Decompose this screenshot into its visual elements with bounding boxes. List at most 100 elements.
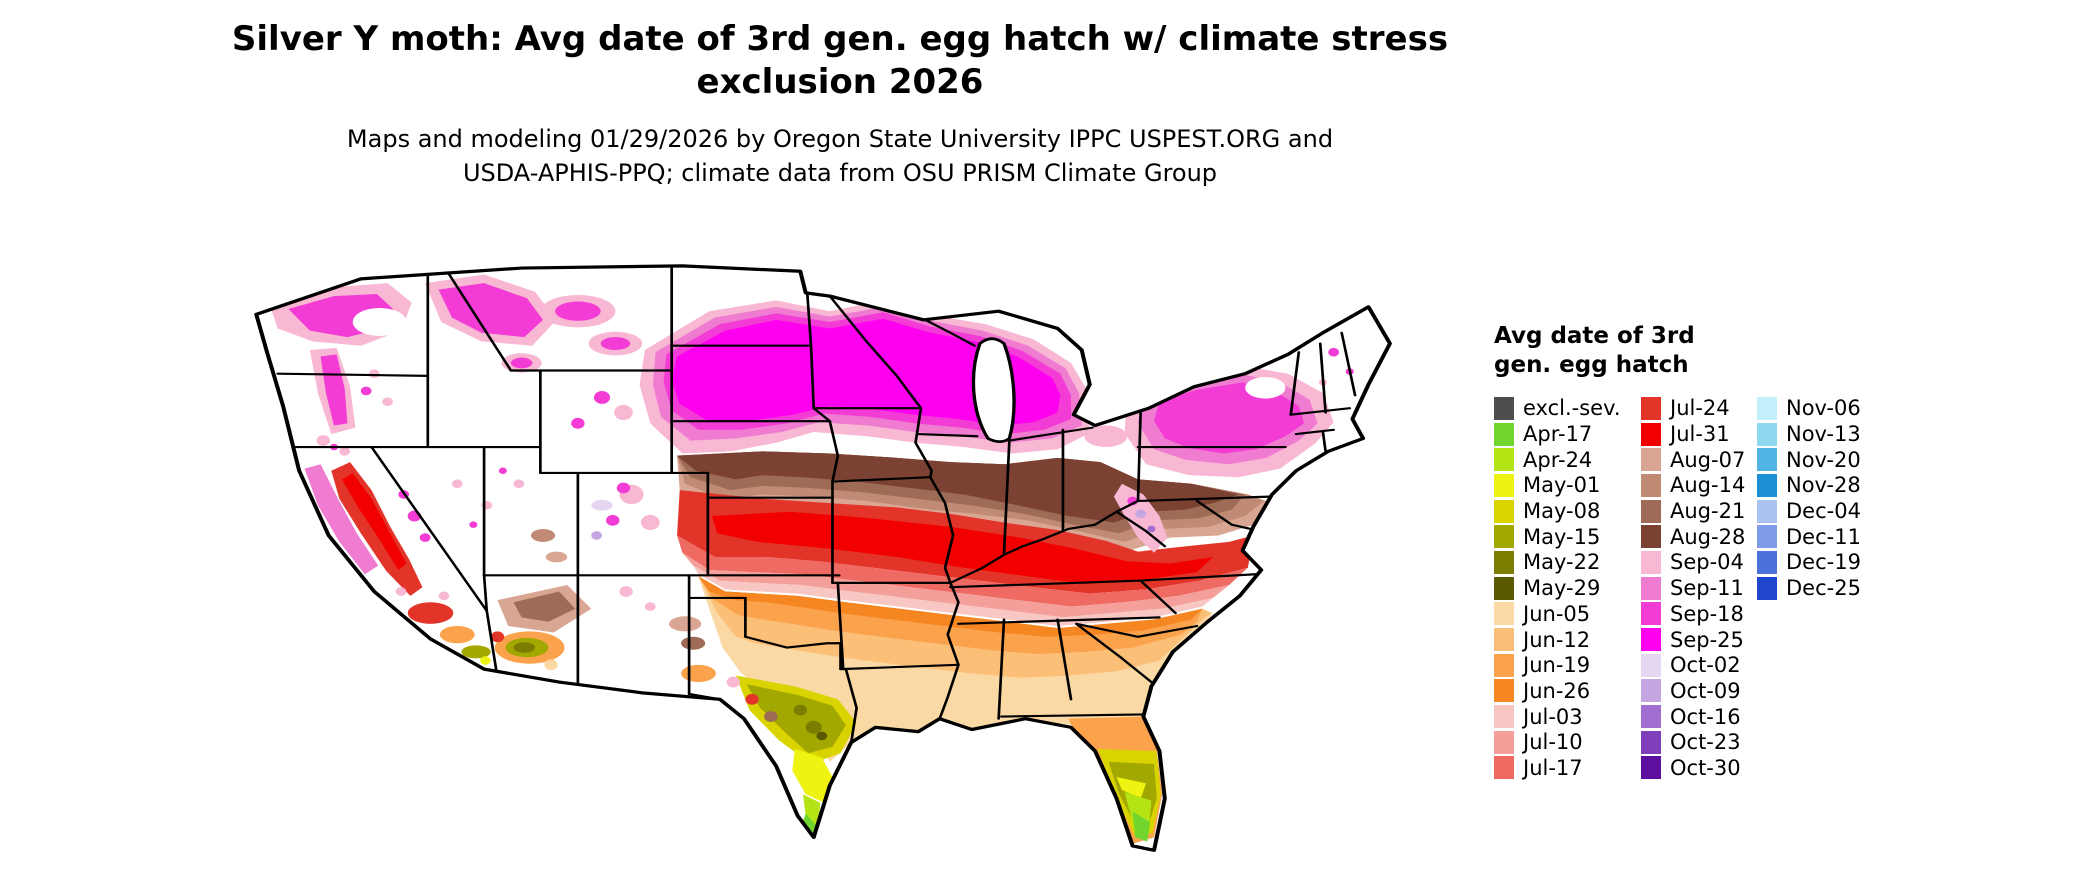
legend-swatch: [1641, 550, 1661, 574]
appalachian-stripe: [1113, 483, 1168, 553]
legend-swatch: [1494, 705, 1514, 729]
legend-item: Oct-09: [1641, 678, 1757, 704]
legend-title: Avg date of 3rd gen. egg hatch: [1494, 322, 1897, 380]
legend-label: May-22: [1523, 550, 1601, 575]
legend-swatch: [1641, 448, 1661, 472]
legend-item: Sep-18: [1641, 601, 1757, 627]
us-outline: [254, 264, 1392, 852]
legend-swatch: [1641, 473, 1661, 497]
legend-swatch: [1641, 653, 1661, 677]
florida: [1068, 716, 1163, 844]
legend-item: Jun-19: [1494, 652, 1641, 678]
legend-item: Aug-28: [1641, 524, 1757, 550]
legend-label: Dec-25: [1786, 576, 1861, 601]
legend-item: May-01: [1494, 473, 1641, 499]
legend-swatch: [1757, 448, 1777, 472]
legend-label: Nov-13: [1786, 422, 1861, 447]
legend-item: Jun-26: [1494, 678, 1641, 704]
legend-swatch: [1757, 499, 1777, 523]
legend-label: Aug-07: [1670, 447, 1746, 472]
legend-item: Nov-20: [1757, 447, 1897, 473]
map-subtitle-line1: Maps and modeling 01/29/2026 by Oregon S…: [346, 125, 1334, 153]
legend-swatch: [1494, 653, 1514, 677]
legend-item: Jul-10: [1494, 729, 1641, 755]
legend-swatch: [1641, 730, 1661, 754]
legend-item: Nov-13: [1757, 421, 1897, 447]
legend-swatch: [1757, 473, 1777, 497]
legend-column-1: excl.-sev. Apr-17 Apr-24 May-01 May-08 May-15…: [1494, 396, 1641, 781]
legend-item: Jun-05: [1494, 601, 1641, 627]
legend-label: Dec-04: [1786, 499, 1861, 524]
legend-label: Jun-12: [1523, 627, 1591, 652]
legend-item: May-08: [1494, 498, 1641, 524]
map-title: Silver Y moth: Avg date of 3rd gen. egg …: [0, 18, 1680, 103]
legend-label: May-29: [1523, 576, 1601, 601]
legend-swatch: [1641, 602, 1661, 626]
legend-columns: excl.-sev. Apr-17 Apr-24 May-01 May-08 May-15…: [1494, 396, 1897, 781]
header: Silver Y moth: Avg date of 3rd gen. egg …: [0, 18, 1680, 190]
legend-label: Jul-24: [1670, 396, 1730, 421]
legend-item: Oct-23: [1641, 729, 1757, 755]
legend-item: Oct-30: [1641, 755, 1757, 781]
legend-label: Dec-19: [1786, 550, 1861, 575]
legend-item: Aug-21: [1641, 498, 1757, 524]
legend-title-line2: gen. egg hatch: [1494, 351, 1689, 378]
legend-swatch: [1641, 396, 1661, 420]
legend-swatch: [1757, 525, 1777, 549]
map-subtitle-line2: USDA-APHIS-PPQ; climate data from OSU PR…: [462, 158, 1218, 187]
legend-label: Aug-14: [1670, 473, 1746, 498]
legend-swatch: [1494, 473, 1514, 497]
legend-item: Apr-17: [1494, 421, 1641, 447]
legend-item: Jun-12: [1494, 627, 1641, 653]
map-subtitle: Maps and modeling 01/29/2026 by Oregon S…: [0, 123, 1680, 190]
legend-label: Oct-23: [1670, 730, 1741, 755]
legend-item: Aug-07: [1641, 447, 1757, 473]
legend-label: Jun-19: [1523, 653, 1591, 678]
band-red-july: [677, 490, 1254, 594]
map-title-line1: Silver Y moth: Avg date of 3rd gen. egg …: [231, 19, 1449, 59]
legend-label: Aug-28: [1670, 524, 1746, 549]
legend-label: Sep-04: [1670, 550, 1744, 575]
legend-item: Nov-06: [1757, 396, 1897, 422]
legend-label: Oct-02: [1670, 653, 1741, 678]
legend-item: Oct-02: [1641, 652, 1757, 678]
us-map: [200, 212, 1540, 892]
legend-label: Oct-09: [1670, 678, 1741, 703]
legend-swatch: [1641, 576, 1661, 600]
legend-label: excl.-sev.: [1523, 396, 1621, 421]
legend-swatch: [1494, 576, 1514, 600]
legend-label: Jul-10: [1523, 730, 1583, 755]
legend-item: Dec-19: [1757, 550, 1897, 576]
legend-swatch: [1494, 628, 1514, 652]
legend-swatch: [1494, 550, 1514, 574]
legend-title-line1: Avg date of 3rd: [1494, 323, 1695, 349]
legend-swatch: [1494, 396, 1514, 420]
legend-swatch: [1757, 576, 1777, 600]
legend-item: Dec-25: [1757, 575, 1897, 601]
legend-label: Dec-11: [1786, 524, 1861, 549]
band-pink-july: [677, 535, 1248, 626]
legend-item: May-15: [1494, 524, 1641, 550]
legend-swatch: [1641, 679, 1661, 703]
legend-item: May-29: [1494, 575, 1641, 601]
legend-label: Oct-16: [1670, 704, 1741, 729]
legend-swatch: [1641, 705, 1661, 729]
legend-label: Apr-24: [1523, 447, 1593, 472]
band-august: [677, 451, 1267, 551]
legend-label: Jul-31: [1670, 422, 1730, 447]
legend-label: Apr-17: [1523, 422, 1593, 447]
legend-item: Aug-14: [1641, 473, 1757, 499]
legend-label: Sep-11: [1670, 576, 1744, 601]
legend-item: Jul-24: [1641, 396, 1757, 422]
legend-item: Sep-04: [1641, 550, 1757, 576]
legend-swatch: [1494, 602, 1514, 626]
legend-swatch: [1757, 550, 1777, 574]
legend-label: May-15: [1523, 524, 1601, 549]
legend-swatch: [1494, 499, 1514, 523]
legend-swatch: [1494, 730, 1514, 754]
legend-item: Dec-04: [1757, 498, 1897, 524]
south-texas: [736, 675, 857, 846]
legend-swatch: [1494, 448, 1514, 472]
legend-column-3: Nov-06 Nov-13 Nov-20 Nov-28 Dec-04 Dec-11 Dec-…: [1757, 396, 1897, 602]
